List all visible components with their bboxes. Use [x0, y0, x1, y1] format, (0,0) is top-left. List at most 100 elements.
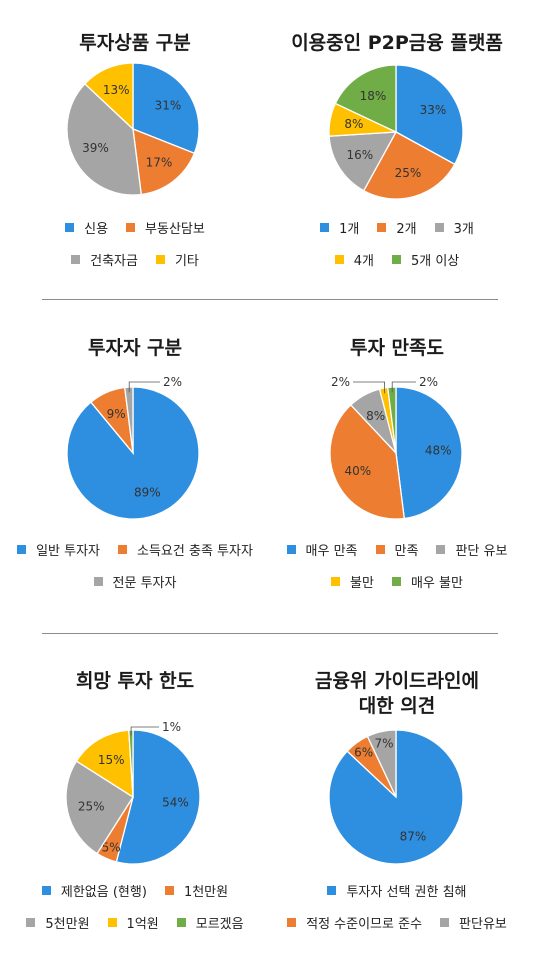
- pie-chart: 87% 6%7%: [328, 729, 464, 865]
- pie-chart: 48% 40% 8% 2% 2%: [329, 375, 463, 520]
- data-label: 89%: [134, 486, 161, 500]
- legend-swatch: [126, 222, 136, 232]
- data-label: 18%: [360, 89, 387, 103]
- legend-row: 5천만원 1억원 모르겠음: [0, 906, 270, 938]
- pie-slice-1: [115, 729, 201, 865]
- legend-item: 투자자 선택 권한 침해: [327, 881, 467, 900]
- legend-swatch: [440, 917, 450, 927]
- legend-swatch: [93, 576, 103, 586]
- pie-slice-3: [328, 131, 398, 192]
- legend-swatch: [287, 917, 297, 927]
- data-label: 2%: [163, 375, 182, 389]
- legend-label: 2개: [396, 221, 417, 237]
- legend-row: 일반 투자자 소득요건 충족 투자자: [0, 533, 270, 565]
- legend-row: 건축자금 기타: [0, 243, 270, 275]
- legend-label: 3개: [453, 221, 474, 237]
- leader-line: [391, 381, 416, 393]
- legend-item: 만족: [375, 540, 419, 559]
- pie-slice-3: [65, 760, 134, 855]
- data-label: 1%: [162, 720, 181, 734]
- data-label: 25%: [395, 166, 422, 180]
- legend-swatch: [71, 254, 81, 264]
- legend-row: 투자자 선택 권한 침해: [262, 874, 532, 906]
- leader-line: [130, 726, 159, 736]
- legend-swatch: [391, 254, 401, 264]
- legend-label: 만족: [394, 543, 419, 559]
- pie-chart: 89% 9% 2%: [66, 375, 200, 520]
- legend-swatch: [107, 917, 117, 927]
- legend-row: 불만 매우 불만: [262, 565, 532, 597]
- pie-chart: 33% 25% 16% 8% 18%: [328, 64, 464, 200]
- legend-row: 적정 수준이므로 준수 판단유보: [262, 906, 532, 938]
- legend-swatch: [327, 885, 337, 895]
- leader-line: [353, 381, 385, 394]
- legend-swatch: [41, 885, 51, 895]
- legend-swatch: [331, 576, 341, 586]
- legend-label: 매우 불만: [410, 575, 463, 591]
- data-label: 7%: [374, 736, 393, 750]
- legend-label: 적정 수준이므로 준수: [306, 916, 423, 932]
- legend-label: 판단유보: [459, 916, 507, 932]
- legend-item: 소득요건 충족 투자자: [118, 540, 253, 559]
- legend-item: 2개: [377, 218, 417, 237]
- legend-swatch: [334, 254, 344, 264]
- legend-item: 제한없음 (현행): [41, 881, 147, 900]
- pie-slice-4: [75, 729, 134, 799]
- pie-chart: 31% 17% 39% 13%: [66, 62, 200, 196]
- legend-row: 제한없음 (현행) 1천만원: [0, 874, 270, 906]
- legend-row: 신용 부동산담보: [0, 211, 270, 243]
- data-label: 31%: [155, 98, 182, 112]
- data-label: 13%: [103, 83, 130, 97]
- legend-swatch: [320, 222, 330, 232]
- data-label: 39%: [82, 141, 109, 155]
- data-label: 87%: [400, 829, 427, 843]
- section-divider: [42, 633, 498, 634]
- chart-title: 이용중인 P2P금융 플랫폼: [291, 32, 503, 54]
- data-label: 15%: [98, 753, 125, 767]
- data-label: 25%: [78, 799, 105, 813]
- data-label: 40%: [344, 464, 371, 478]
- data-label: 9%: [107, 407, 126, 421]
- legend-swatch: [286, 544, 296, 554]
- legend-item: 판단 유보: [436, 540, 507, 559]
- legend-item: 3개: [434, 218, 474, 237]
- chart-title: 투자자 구분: [87, 337, 182, 359]
- chart-title: 금융위 가이드라인에 대한 의견: [315, 670, 479, 717]
- section-divider: [42, 299, 498, 300]
- legend-item: 1천만원: [164, 881, 228, 900]
- legend-row: 매우 만족 만족 판단 유보: [262, 533, 532, 565]
- chart-legend: 제한없음 (현행) 1천만원 5천만원 1억원 모르겠음: [0, 874, 270, 938]
- legend-label: 판단 유보: [455, 543, 508, 559]
- data-label: 54%: [162, 795, 189, 809]
- legend-label: 일반 투자자: [36, 543, 101, 559]
- pie-chart: 54% 5% 25% 15% 1%: [65, 720, 201, 865]
- legend-item: 신용: [65, 218, 108, 237]
- chart-title: 희망 투자 한도: [75, 670, 195, 692]
- legend-label: 투자자 선택 권한 침해: [346, 884, 467, 900]
- legend-item: 매우 만족: [286, 540, 358, 559]
- legend-label: 제한없음 (현행): [60, 884, 147, 900]
- data-label: 16%: [346, 148, 373, 162]
- legend-item: 불만: [331, 572, 374, 591]
- legend-label: 부동산담보: [145, 221, 205, 237]
- pie-slice-2: [362, 131, 456, 200]
- legend-row: 1개 2개 3개: [262, 211, 532, 243]
- pie-slice-1: [395, 64, 464, 166]
- pie-slice-4: [83, 62, 134, 131]
- legend-swatch: [26, 917, 36, 927]
- legend-label: 4개: [353, 253, 374, 269]
- legend-swatch: [434, 222, 444, 232]
- legend-item: 전문 투자자: [93, 572, 176, 591]
- data-label: 48%: [425, 443, 452, 457]
- legend-item: 건축자금: [71, 250, 138, 269]
- legend-item: 매우 불만: [391, 572, 463, 591]
- legend-swatch: [436, 544, 446, 554]
- data-label: 17%: [146, 155, 173, 169]
- pie-slice-2: [132, 127, 196, 196]
- legend-swatch: [155, 254, 165, 264]
- legend-row: 4개 5개 이상: [262, 243, 532, 275]
- legend-item: 판단유보: [440, 913, 507, 932]
